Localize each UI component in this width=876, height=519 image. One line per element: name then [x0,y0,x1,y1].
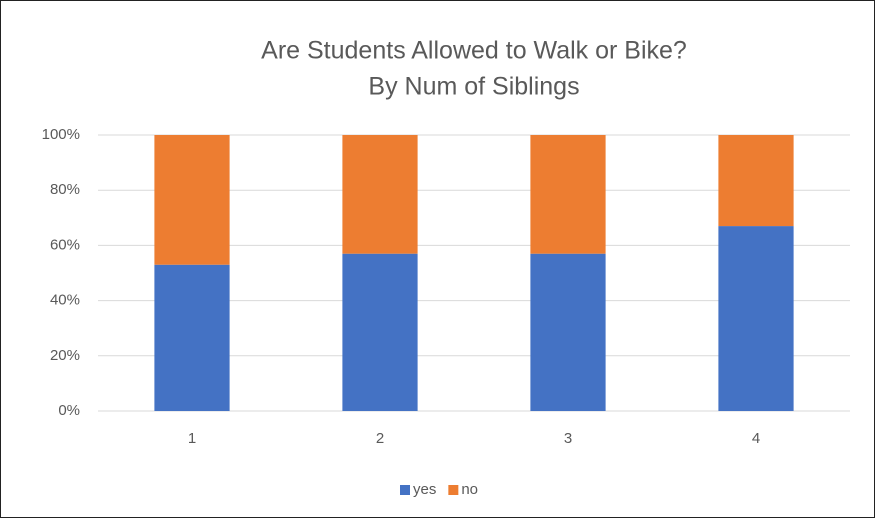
bar-segment [342,253,418,411]
legend-label: yes [413,481,436,498]
bar-segment [530,135,606,254]
x-tick-label: 1 [188,430,196,447]
y-tick-label: 60% [50,236,80,253]
y-tick-label: 40% [50,292,80,309]
x-tick-label: 4 [752,430,760,447]
x-tick-label: 3 [564,430,572,447]
legend-swatch [448,485,459,495]
y-tick-label: 100% [42,126,80,143]
bar-segment [718,226,794,411]
bar-segment [154,135,230,265]
y-tick-label: 0% [58,402,80,419]
x-tick-label: 2 [376,430,384,447]
legend-swatch [400,485,410,495]
chart-title: Are Students Allowed to Walk or Bike? [261,37,687,65]
bar-segment [530,253,606,411]
legend-label: no [461,481,478,498]
chart-subtitle: By Num of Siblings [368,73,579,101]
bar-segment [342,135,418,254]
bar-segment [718,135,794,227]
y-tick-label: 20% [50,347,80,364]
bar-segment [154,264,230,411]
y-tick-label: 80% [50,181,80,198]
